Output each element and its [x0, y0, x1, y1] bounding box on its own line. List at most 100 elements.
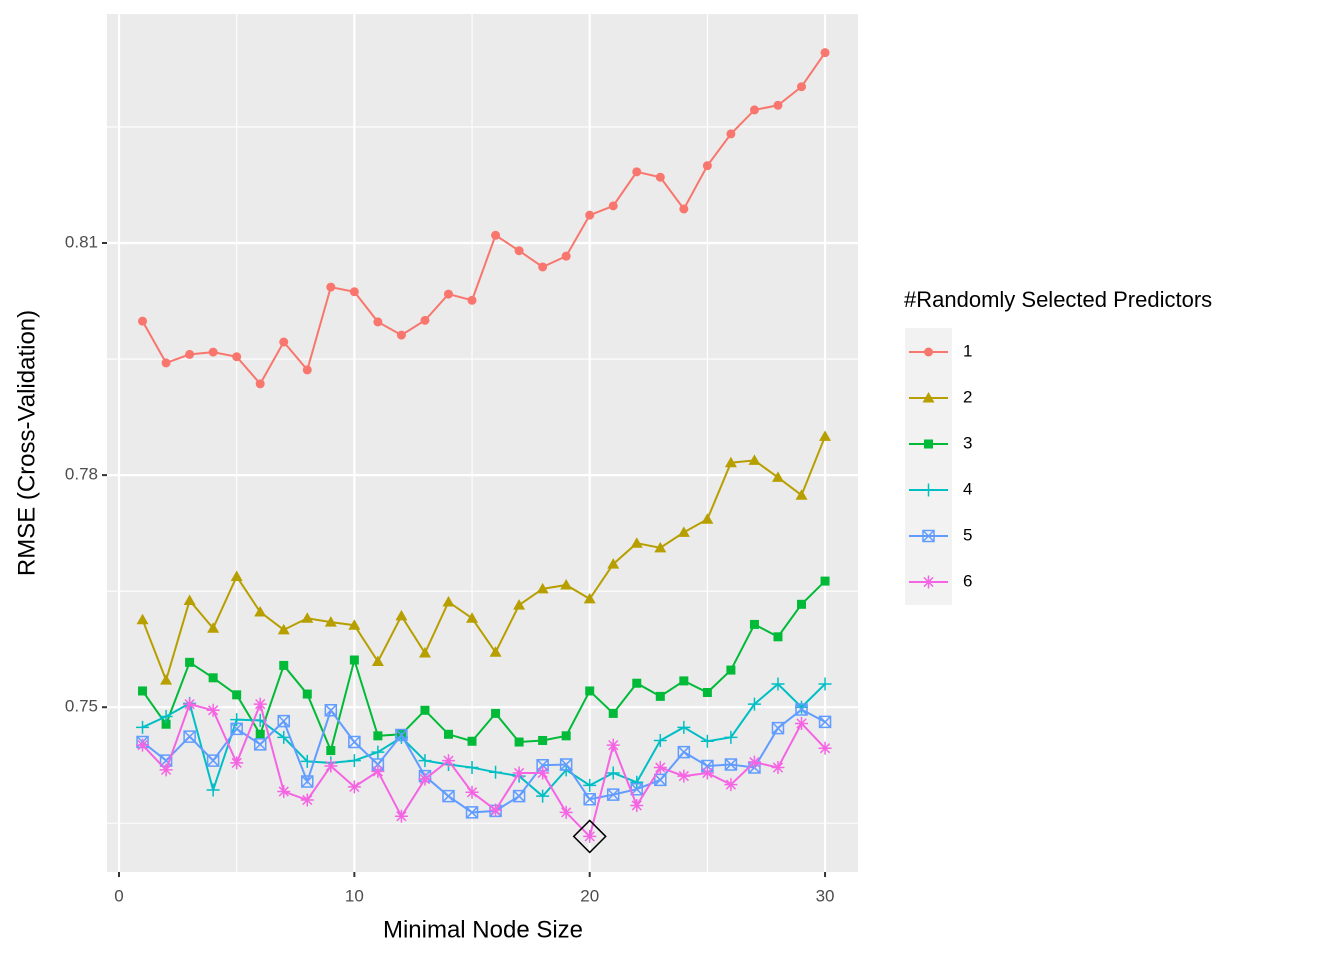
- point: [489, 765, 503, 779]
- point: [726, 665, 736, 675]
- point: [820, 48, 830, 58]
- point: [443, 729, 453, 739]
- point-shape: [797, 82, 807, 92]
- point-shape: [922, 529, 935, 543]
- point-shape: [607, 558, 620, 569]
- point-shape: [302, 689, 312, 699]
- point-shape: [160, 674, 173, 685]
- point-shape: [232, 352, 242, 362]
- point-shape: [771, 471, 784, 482]
- point: [254, 606, 267, 617]
- point-shape: [159, 709, 173, 723]
- point: [512, 789, 526, 803]
- point-shape: [489, 646, 502, 657]
- point-shape: [724, 758, 738, 771]
- point-shape: [561, 731, 571, 741]
- point-shape: [208, 347, 218, 357]
- point-shape: [489, 765, 503, 779]
- point: [924, 347, 933, 357]
- point: [797, 82, 807, 92]
- point: [138, 686, 148, 696]
- point-shape: [442, 789, 455, 803]
- point: [677, 769, 691, 783]
- y-axis-title: RMSE (Cross-Validation): [13, 310, 40, 576]
- legend-title: #Randomly Selected Predictors: [904, 287, 1212, 312]
- point: [818, 741, 832, 755]
- point: [654, 541, 667, 553]
- point: [724, 456, 737, 468]
- point: [924, 439, 933, 449]
- point-shape: [924, 439, 933, 449]
- point: [324, 759, 338, 773]
- point: [538, 735, 548, 745]
- point-shape: [653, 733, 667, 747]
- point: [559, 805, 573, 819]
- point: [183, 697, 197, 711]
- point-shape: [465, 761, 479, 775]
- x-axis-title: Minimal Node Size: [383, 916, 583, 943]
- legend: 1 2 3 4 5 6: [909, 341, 972, 590]
- point: [655, 172, 665, 182]
- x-tick-label: 20: [580, 886, 599, 905]
- point-shape: [324, 704, 338, 717]
- point-shape: [583, 778, 597, 792]
- point-shape: [441, 754, 455, 768]
- panel: [107, 14, 858, 872]
- point-shape: [583, 592, 596, 604]
- point-shape: [371, 745, 385, 759]
- point: [161, 719, 171, 729]
- point: [608, 201, 618, 211]
- point-shape: [632, 678, 642, 688]
- point-shape: [326, 282, 336, 292]
- point-shape: [606, 738, 620, 752]
- point: [232, 352, 242, 362]
- point: [443, 289, 453, 299]
- point: [371, 764, 385, 778]
- point-shape: [771, 761, 785, 775]
- point: [560, 578, 573, 590]
- series-line: [141, 52, 826, 386]
- point-shape: [513, 599, 526, 610]
- point-shape: [349, 287, 359, 297]
- point-shape: [702, 688, 712, 698]
- point-shape: [795, 489, 808, 500]
- point: [771, 677, 785, 691]
- point-shape: [797, 599, 807, 609]
- point-shape: [818, 741, 832, 755]
- point-shape: [183, 697, 197, 711]
- point: [630, 537, 643, 548]
- point: [302, 689, 312, 699]
- point-shape: [819, 430, 832, 441]
- point-shape: [301, 775, 314, 788]
- point-shape: [536, 766, 550, 780]
- point-shape: [279, 337, 289, 347]
- point-shape: [655, 172, 665, 182]
- legend-item: 5: [909, 525, 972, 544]
- point-shape: [373, 317, 383, 327]
- point: [771, 761, 785, 775]
- point-shape: [771, 677, 785, 691]
- point: [795, 703, 808, 716]
- point: [536, 789, 550, 803]
- series-line: [141, 436, 826, 684]
- point: [773, 632, 783, 642]
- point-shape: [394, 809, 408, 823]
- point-shape: [443, 289, 453, 299]
- x-tick-label: 10: [345, 886, 364, 905]
- point-shape: [747, 697, 761, 711]
- point: [606, 766, 620, 780]
- point-shape: [795, 703, 808, 716]
- point: [467, 295, 477, 305]
- point: [373, 731, 383, 741]
- point: [491, 708, 501, 718]
- point: [324, 616, 337, 627]
- point-shape: [277, 623, 290, 635]
- point-shape: [465, 785, 479, 799]
- marks: [136, 48, 832, 854]
- point: [324, 704, 338, 717]
- point: [747, 755, 761, 769]
- point-shape: [442, 595, 455, 607]
- point: [136, 720, 150, 734]
- point-shape: [559, 805, 573, 819]
- point: [441, 754, 455, 768]
